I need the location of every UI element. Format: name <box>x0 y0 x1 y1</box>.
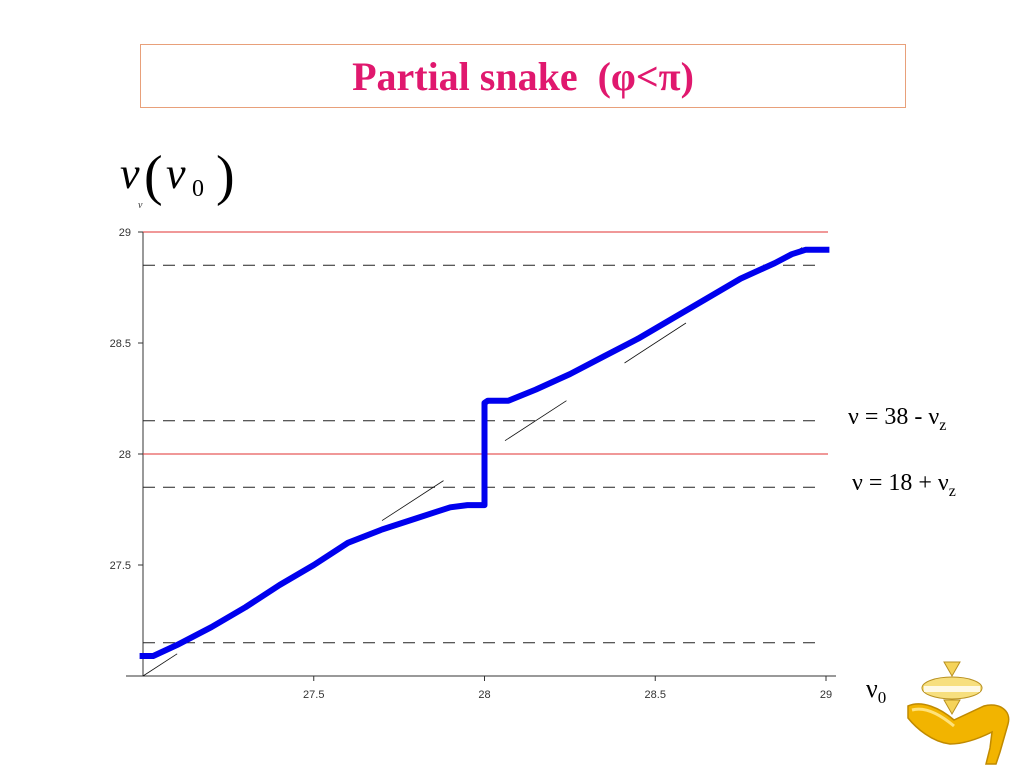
equation-lower-sub: z <box>948 482 956 500</box>
y-tick-label-3: 29 <box>119 227 131 239</box>
x-label-sub: 0 <box>877 688 887 708</box>
title-box: Partial snake (φ<π) <box>140 44 906 108</box>
tangent-segment-2 <box>381 480 444 521</box>
equation-upper-sub: z <box>939 416 947 434</box>
equation-lower-text: ν = 18 + ν <box>852 470 949 496</box>
series-line-0 <box>139 246 830 659</box>
x-tick-label-2: 28.5 <box>645 689 666 701</box>
y-tick-label-0: 27.5 <box>110 560 131 572</box>
equation-upper-text: ν = 38 - ν <box>848 404 940 430</box>
x-tick-label-0: 27.5 <box>303 689 324 701</box>
y-label-arg-sub: 0 <box>192 176 204 202</box>
equation-lower: ν = 18 + νz <box>852 470 956 501</box>
y-label-small-nu: ν <box>138 200 143 211</box>
x-axis-label: ν0 <box>866 674 886 708</box>
tangent-segment-0 <box>142 653 178 677</box>
x-label-nu: ν <box>866 674 878 703</box>
spinning-top-on-hand-icon <box>907 661 1010 765</box>
y-axis-label: ν ( ν 0 ) <box>120 142 270 222</box>
x-tick-label-3: 29 <box>820 689 832 701</box>
y-tick-label-1: 28 <box>119 449 131 461</box>
tangent-segment-3 <box>504 400 567 442</box>
y-label-nu: ν <box>120 149 140 198</box>
y-tick-label-2: 28.5 <box>110 338 131 350</box>
y-label-right-paren: ) <box>216 145 235 207</box>
x-tick-label-1: 28 <box>478 689 490 701</box>
equation-upper: ν = 38 - νz <box>848 404 946 435</box>
slide-title: Partial snake (φ<π) <box>352 53 694 99</box>
y-label-left-paren: ( <box>144 145 163 207</box>
y-label-arg: ν <box>166 149 186 198</box>
tangent-segment-4 <box>624 322 687 364</box>
